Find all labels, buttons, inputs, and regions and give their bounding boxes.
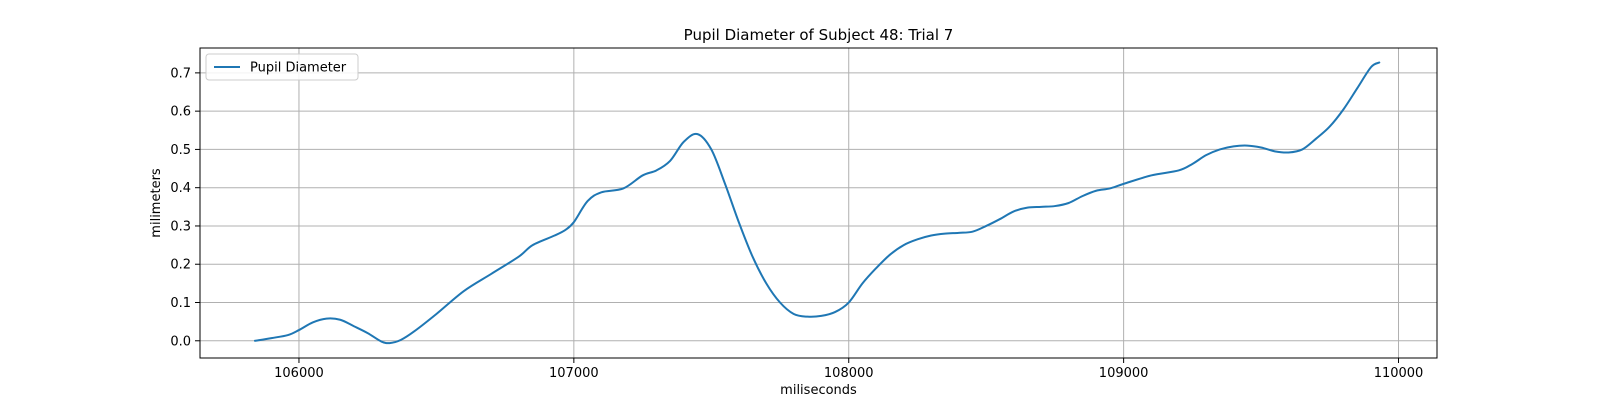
- grid-layer: [200, 48, 1437, 358]
- y-axis-label: milimeters: [149, 168, 164, 238]
- x-tick-label: 110000: [1374, 366, 1424, 381]
- x-tick-label: 107000: [549, 366, 599, 381]
- legend-label: Pupil Diameter: [250, 61, 347, 76]
- legend: Pupil Diameter: [205, 53, 359, 81]
- y-tick-label: 0.6: [170, 105, 191, 120]
- y-tick-label: 0.7: [170, 66, 191, 81]
- y-tick-label: 0.1: [170, 296, 191, 311]
- x-tick-label: 108000: [824, 366, 874, 381]
- y-tick-label: 0.4: [170, 181, 191, 196]
- y-tick-label: 0.2: [170, 258, 191, 273]
- chart-title: Pupil Diameter of Subject 48: Trial 7: [684, 26, 954, 44]
- x-tick-label: 109000: [1099, 366, 1149, 381]
- y-tick-label: 0.5: [170, 143, 191, 158]
- legend-box: [205, 53, 359, 81]
- series-layer: [253, 61, 1381, 345]
- x-axis-label: miliseconds: [780, 383, 857, 398]
- tick-layer: 106000 107000 108000 109000 110000 0.0 0.1 0.2 0…: [170, 66, 1423, 381]
- y-tick-label: 0.3: [170, 219, 191, 234]
- x-tick-label: 106000: [274, 366, 324, 381]
- y-tick-label: 0.0: [170, 334, 191, 349]
- series-line-pupil-diameter: [253, 61, 1381, 345]
- axes-frame: [199, 47, 1438, 359]
